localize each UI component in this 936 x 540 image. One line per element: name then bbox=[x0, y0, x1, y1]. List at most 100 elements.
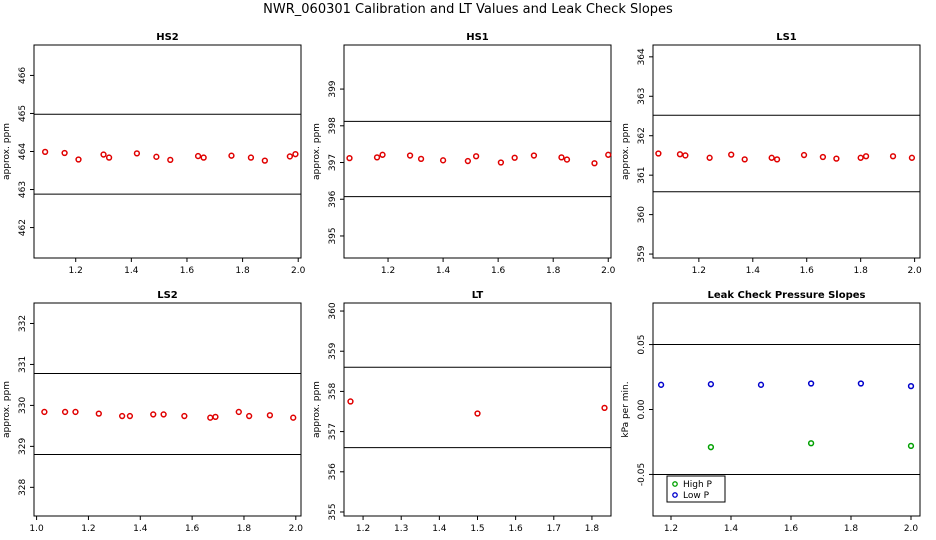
data-point-ls1 bbox=[655, 150, 662, 157]
y-tick-label: 357 bbox=[328, 423, 338, 440]
y-tick-label: 356 bbox=[328, 463, 338, 480]
y-tick-label: 0.00 bbox=[637, 399, 647, 419]
y-tick-label: 463 bbox=[18, 181, 28, 198]
panel-title: HS1 bbox=[466, 32, 489, 43]
x-tick-label: 1.8 bbox=[546, 266, 561, 276]
y-tick-label: 465 bbox=[18, 105, 28, 122]
legend-label: High P bbox=[683, 480, 713, 490]
data-point-low-p bbox=[857, 380, 865, 387]
data-point-hs1 bbox=[379, 151, 386, 158]
panel-ls2: LS2 approx. ppm 1.0 1.2 1.4 1.6 1.8 2.0 328 329 33… bbox=[2, 290, 303, 534]
data-point-ls2 bbox=[160, 411, 167, 418]
x-tick-label: 1.8 bbox=[585, 524, 600, 534]
y-tick-label: 364 bbox=[637, 48, 647, 65]
data-point-ls2 bbox=[212, 413, 219, 421]
y-tick-label: 359 bbox=[637, 245, 647, 262]
x-tick-label: 1.4 bbox=[746, 266, 761, 276]
plot-frame bbox=[343, 44, 612, 259]
data-point-hs2 bbox=[75, 156, 82, 163]
legend-box bbox=[666, 475, 726, 503]
y-tick-label: 330 bbox=[18, 397, 28, 414]
data-point-hs1 bbox=[511, 154, 518, 161]
y-tick-label: 360 bbox=[637, 206, 647, 223]
x-tick-label: 1.4 bbox=[432, 524, 447, 534]
x-tick-label: 1.3 bbox=[394, 524, 408, 534]
data-point-ls1 bbox=[800, 151, 808, 159]
data-point-hs2 bbox=[286, 153, 294, 160]
data-point-hs1 bbox=[497, 159, 505, 166]
x-tick-label: 1.7 bbox=[547, 524, 561, 534]
panel-lt: LT approx. ppm 1.2 1.3 1.4 1.5 1.6 1.7 1.8 355 356… bbox=[312, 290, 612, 534]
y-tick-label: 359 bbox=[328, 342, 338, 359]
x-tick-label: 2.0 bbox=[907, 266, 922, 276]
y-axis-label: approx. ppm bbox=[621, 123, 631, 180]
plot-frame bbox=[33, 44, 302, 259]
y-tick-label: 464 bbox=[18, 143, 28, 160]
data-point-ls2 bbox=[41, 408, 48, 416]
x-tick-label: 1.6 bbox=[508, 524, 523, 534]
x-tick-label: 1.2 bbox=[664, 524, 678, 534]
plot-frame bbox=[652, 44, 921, 259]
x-tick-label: 1.2 bbox=[81, 524, 95, 534]
x-tick-label: 1.0 bbox=[29, 524, 44, 534]
x-tick-label: 1.6 bbox=[185, 524, 200, 534]
data-point-ls1 bbox=[682, 152, 689, 159]
y-axis-label: approx. ppm bbox=[2, 123, 12, 180]
y-tick-label: 362 bbox=[637, 127, 647, 144]
data-point-hs2 bbox=[247, 154, 255, 161]
panel-title: HS2 bbox=[156, 32, 179, 43]
y-tick-label: 360 bbox=[328, 302, 338, 319]
data-point-ls2 bbox=[290, 414, 297, 421]
x-tick-label: 1.4 bbox=[724, 524, 739, 534]
data-point-ls1 bbox=[728, 151, 735, 158]
data-point-hs1 bbox=[605, 151, 612, 158]
y-tick-label: 397 bbox=[328, 154, 338, 171]
panel-leak-check-pressure-slopes: Leak Check Pressure Slopes kPa per min. 1.… bbox=[621, 290, 921, 534]
panel-hs2: HS2 approx. ppm 1.2 1.4 1.6 1.8 2.0 462 463 464 46… bbox=[2, 32, 306, 276]
panel-hs1: HS1 approx. ppm 1.2 1.4 1.6 1.8 2.0 395 396 397 39… bbox=[312, 32, 616, 276]
data-point-hs2 bbox=[105, 154, 113, 161]
x-tick-label: 1.6 bbox=[784, 524, 799, 534]
data-point-low-p bbox=[707, 381, 715, 388]
y-tick-label: 329 bbox=[18, 438, 28, 455]
panel-title: Leak Check Pressure Slopes bbox=[708, 290, 866, 301]
x-tick-label: 2.0 bbox=[904, 524, 919, 534]
data-point-hs2 bbox=[133, 150, 141, 157]
y-tick-label: 0.05 bbox=[637, 335, 647, 355]
y-tick-label: 398 bbox=[328, 117, 338, 134]
data-point-hs1 bbox=[417, 155, 425, 162]
data-point-hs1 bbox=[439, 157, 447, 164]
panel-title: LT bbox=[472, 290, 484, 301]
data-point-hs2 bbox=[153, 153, 160, 160]
x-tick-label: 1.4 bbox=[133, 524, 148, 534]
data-point-ls1 bbox=[862, 153, 870, 160]
data-point-lt bbox=[474, 410, 481, 417]
data-point-ls1 bbox=[676, 151, 684, 158]
y-tick-label: 395 bbox=[328, 227, 338, 244]
data-point-hs2 bbox=[41, 148, 49, 156]
data-point-ls1 bbox=[908, 154, 916, 161]
data-point-hs2 bbox=[200, 154, 207, 161]
x-tick-label: 1.5 bbox=[470, 524, 484, 534]
data-point-low-p bbox=[807, 380, 815, 387]
main-title: NWR_060301 Calibration and LT Values and… bbox=[263, 2, 673, 17]
data-point-lt bbox=[601, 404, 608, 412]
x-tick-label: 1.6 bbox=[180, 266, 195, 276]
data-point-hs2 bbox=[61, 149, 68, 157]
data-point-hs1 bbox=[558, 154, 565, 161]
x-tick-label: 2.0 bbox=[601, 266, 616, 276]
x-tick-label: 1.2 bbox=[69, 266, 83, 276]
data-point-hs1 bbox=[464, 157, 472, 165]
legend-label: Low P bbox=[683, 491, 710, 501]
data-point-hs1 bbox=[530, 152, 538, 159]
data-point-hs2 bbox=[292, 151, 299, 158]
data-point-high-p bbox=[707, 444, 715, 451]
x-tick-label: 1.2 bbox=[356, 524, 370, 534]
y-tick-label: 361 bbox=[637, 167, 647, 184]
panel-title: LS1 bbox=[776, 32, 797, 43]
y-tick-label: 399 bbox=[328, 80, 338, 97]
data-point-ls2 bbox=[207, 414, 214, 421]
x-tick-label: 1.8 bbox=[237, 524, 252, 534]
data-point-ls2 bbox=[126, 412, 134, 420]
data-point-hs1 bbox=[563, 156, 571, 163]
